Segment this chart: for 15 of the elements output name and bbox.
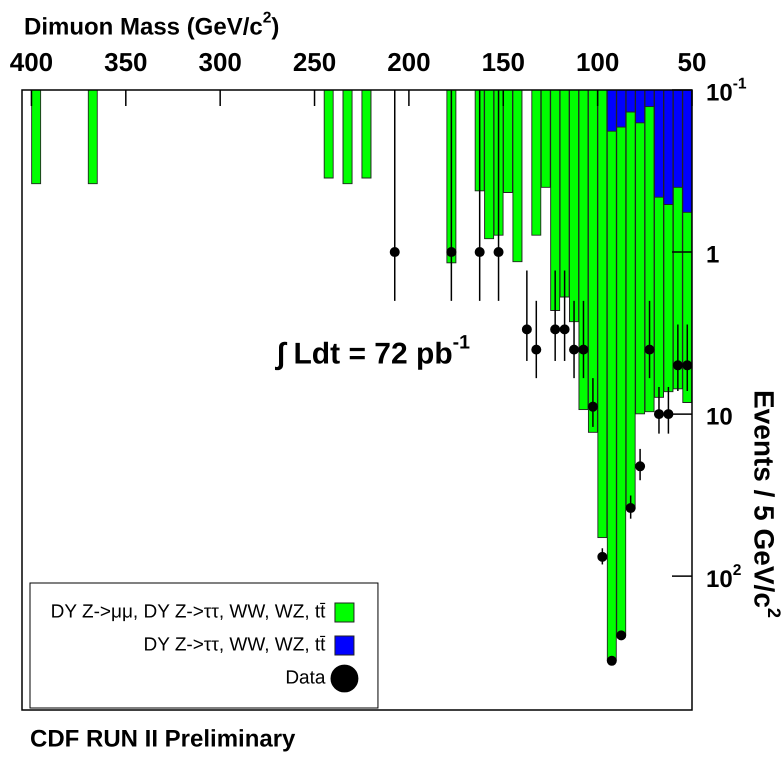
- x-tick-label: 250: [292, 47, 336, 78]
- x-tick-label: 150: [482, 47, 525, 78]
- x-tick-label: 400: [10, 47, 54, 78]
- text: CDF RUN II Preliminary: [30, 726, 296, 753]
- x-tick-label: 50: [678, 47, 706, 78]
- legend-label: DY Z->μμ, DY Z->ττ, WW, WZ, tt̄: [50, 602, 326, 623]
- y-axis-title: Events / 5 GeV/c2: [748, 390, 784, 618]
- x-tick-label: 200: [387, 47, 431, 78]
- x-tick-label: 300: [198, 47, 242, 78]
- x-tick-label: 350: [104, 47, 148, 78]
- x-tick-label: 100: [576, 47, 620, 78]
- y-tick-label: 10: [706, 404, 733, 431]
- legend-label: Data: [285, 668, 326, 689]
- legend-label: DY Z->ττ, WW, WZ, tt̄: [143, 634, 326, 656]
- y-tick-label: 1: [706, 242, 720, 269]
